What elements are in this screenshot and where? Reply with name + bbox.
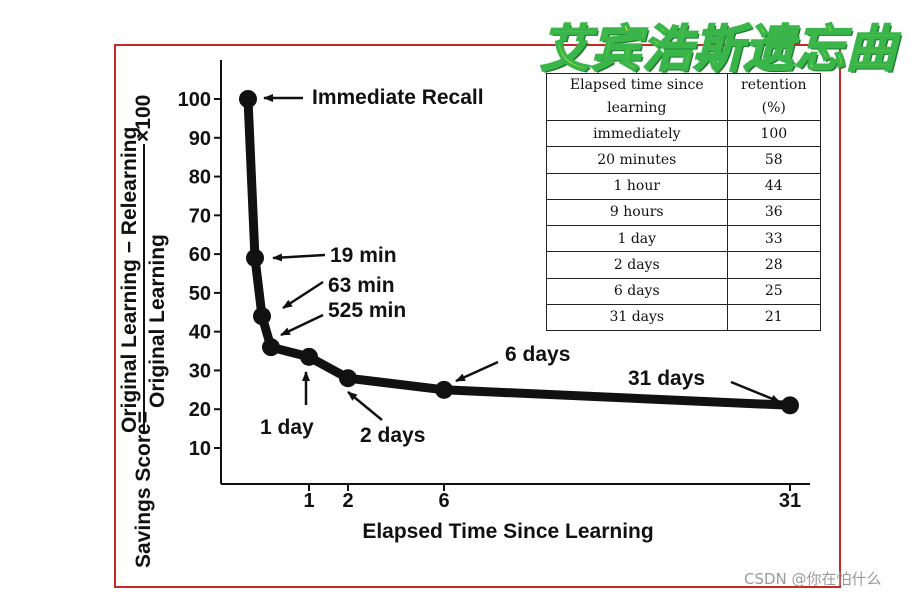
table-row: 1 hour 44	[546, 172, 822, 200]
annotation-arrow	[455, 360, 499, 383]
data-point	[246, 248, 264, 267]
annotation-label: 525 min	[328, 299, 406, 322]
table-cell: 31 days	[546, 303, 728, 332]
table-row: 20 minutes 58	[546, 146, 822, 174]
y-tick-label: 40	[189, 322, 211, 344]
table-cell: 20 minutes	[546, 146, 728, 174]
y-axis-title: Savings Score= Original Learning − Relea…	[118, 95, 169, 568]
annotation-arrow	[730, 380, 781, 404]
annotation-label: 2 days	[360, 424, 425, 447]
table-cell: 33	[726, 224, 822, 253]
annotation-label: 1 day	[260, 416, 314, 439]
table-cell: 100	[726, 119, 822, 148]
table-cell: 2 days	[546, 251, 728, 279]
y-axis-title-denominator: Original Learning	[146, 234, 169, 408]
red-frame	[114, 44, 841, 588]
table-cell: 25	[726, 277, 822, 305]
y-axis-title-multiplier: ×100	[132, 95, 155, 142]
annotation-arrow	[272, 253, 326, 262]
data-point	[435, 380, 453, 399]
data-point	[339, 369, 357, 388]
banner-title: 艾宾浩斯遗忘曲	[540, 19, 897, 79]
data-point	[239, 90, 257, 108]
table-cell: 58	[726, 146, 822, 174]
x-axis-title: Elapsed Time Since Learning	[362, 520, 653, 543]
table-cell: 44	[726, 172, 822, 200]
y-axis-title-numerator: Original Learning − Relearning	[118, 127, 141, 433]
table-row: 9 hours 36	[546, 198, 822, 227]
y-tick-label: 20	[189, 399, 211, 421]
data-point	[253, 307, 271, 326]
table-row: 31 days 21	[546, 303, 822, 332]
table-cell: 1 day	[546, 224, 728, 253]
table-row: 6 days 25	[546, 277, 822, 305]
table-row: 1 day 33	[546, 224, 822, 253]
y-tick-label: 60	[189, 244, 211, 266]
annotation-label: 31 days	[628, 367, 705, 390]
y-tick-label: 10	[189, 438, 211, 460]
data-point	[781, 396, 799, 415]
x-tick-label: 31	[779, 490, 801, 512]
y-tick-label: 30	[189, 360, 211, 382]
annotation-arrow	[282, 280, 324, 310]
annotation-label: 19 min	[330, 244, 397, 267]
y-tick-label: 70	[189, 205, 211, 227]
annotation-arrow	[280, 313, 324, 337]
y-tick-label: 80	[189, 167, 211, 189]
retention-table: Elapsed time since learning retention (%…	[546, 73, 822, 332]
annotation-label: 6 days	[505, 343, 570, 366]
table-row: 2 days 28	[546, 251, 822, 279]
annotation-arrow	[347, 391, 383, 421]
table-cell: 6 days	[546, 277, 728, 305]
data-point	[300, 347, 318, 366]
x-tick-label: 6	[438, 490, 449, 512]
annotation-label: Immediate Recall	[312, 86, 484, 109]
table-cell: immediately	[546, 119, 728, 148]
y-tick-label: 100	[178, 89, 211, 111]
table-row: immediately 100	[546, 119, 822, 148]
table-cell: 21	[726, 303, 822, 332]
header-retention: retention (%)	[726, 73, 822, 121]
y-axis-title-prefix: Savings Score=	[132, 411, 155, 568]
y-tick-label: 90	[189, 128, 211, 150]
y-tick-label: 50	[189, 283, 211, 305]
annotation-label: 63 min	[328, 274, 395, 297]
watermark: CSDN @你在怕什么	[744, 570, 882, 588]
table-cell: 1 hour	[546, 172, 728, 200]
table-cell: 36	[726, 198, 822, 227]
x-tick-label: 2	[342, 490, 353, 512]
table-cell: 28	[726, 251, 822, 279]
header-elapsed-time: Elapsed time since learning	[546, 73, 728, 121]
table-cell: 9 hours	[546, 198, 728, 227]
table-header-row: Elapsed time since learning retention (%…	[546, 73, 822, 121]
x-tick-label: 1	[303, 490, 314, 512]
forgetting-curve-line	[243, 94, 795, 410]
data-point	[262, 338, 280, 357]
